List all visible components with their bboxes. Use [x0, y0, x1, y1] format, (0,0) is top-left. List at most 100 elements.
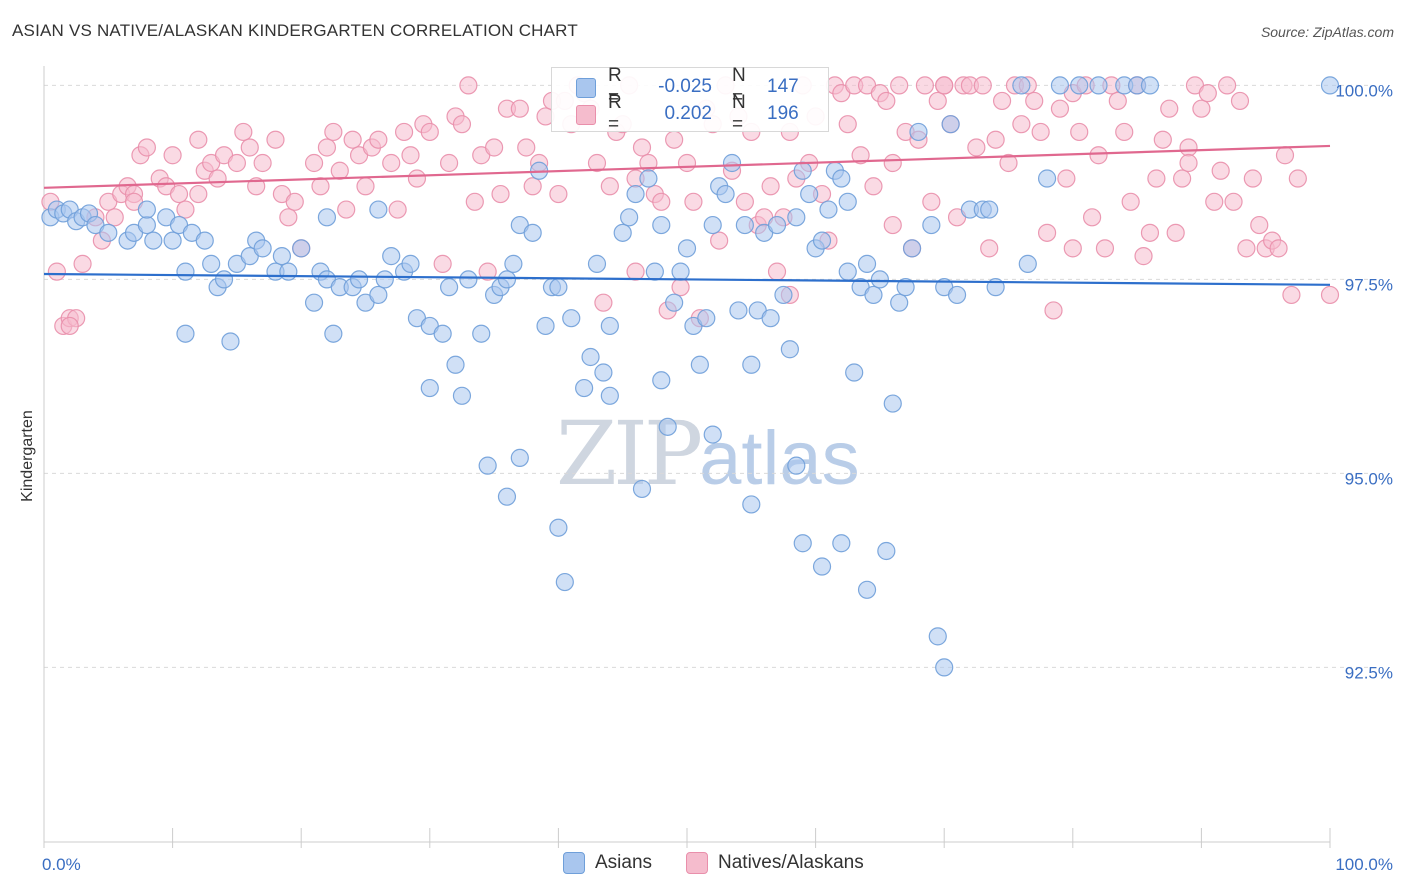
asian-point [279, 262, 298, 281]
asian-point [722, 153, 742, 173]
native-point [967, 138, 986, 157]
native-point [285, 192, 304, 211]
native-point [1134, 247, 1153, 266]
native-point [1288, 169, 1307, 188]
native-point [369, 130, 388, 149]
asian-point [883, 394, 902, 413]
native-point [1025, 91, 1044, 111]
axes [43, 66, 1331, 848]
native-point [684, 192, 703, 211]
asian-point [452, 386, 472, 405]
native-point [1166, 223, 1185, 242]
native-point [60, 316, 79, 336]
stats-legend: R = -0.025 N = 147 R = 0.202 N = 196 [551, 65, 829, 135]
asian-point [1140, 76, 1160, 95]
asian-point [703, 215, 722, 235]
native-point [935, 76, 954, 95]
native-point [394, 122, 414, 142]
asian-point [812, 231, 832, 250]
natives-legend-label: Natives/Alaskans [718, 852, 864, 873]
asian-point [497, 487, 517, 506]
native-point [240, 138, 259, 157]
asian-point [375, 270, 394, 289]
asian-point [600, 316, 619, 336]
native-point [1108, 91, 1127, 111]
native-point [234, 122, 253, 142]
asian-point [1089, 76, 1108, 95]
native-point [208, 169, 227, 188]
native-point [735, 192, 754, 211]
native-point [600, 177, 619, 196]
asian-point [742, 355, 761, 374]
r-label: R = [608, 65, 622, 108]
asian-point [793, 161, 812, 180]
native-point [491, 184, 510, 204]
native-point [452, 115, 472, 134]
asian-point [941, 115, 960, 134]
n-value: 196 [767, 103, 799, 124]
asian-point [369, 285, 388, 305]
native-point [710, 231, 729, 250]
native-point [594, 293, 613, 312]
watermark-part1: ZIP [556, 402, 703, 505]
asian-point [742, 495, 761, 514]
native-point [401, 146, 420, 165]
asian-point [459, 270, 478, 289]
native-point [510, 99, 529, 118]
source-label: Source: ZipAtlas.com [1260, 24, 1394, 40]
native-point [928, 91, 947, 111]
asian-point [446, 355, 465, 374]
asian-point [221, 332, 240, 351]
asian-point [780, 340, 799, 359]
asian-point [594, 363, 613, 382]
x-tick-label-max: 100.0% [1335, 855, 1393, 874]
grid-lines [44, 84, 1370, 668]
native-point [1153, 130, 1172, 149]
asian-point [697, 309, 716, 328]
asian-point [195, 231, 214, 250]
native-point [1044, 301, 1063, 320]
asian-point [658, 417, 677, 436]
asian-point [292, 239, 311, 258]
native-point [1173, 169, 1192, 188]
native-point [169, 184, 189, 204]
asian-point [890, 293, 909, 312]
asian-point [1320, 76, 1340, 95]
native-point [890, 76, 909, 95]
r-value: -0.025 [658, 76, 712, 97]
asian-point [1037, 169, 1057, 188]
native-point [1275, 146, 1295, 165]
native-point [1230, 91, 1250, 111]
native-point [311, 177, 330, 196]
asian-point [774, 285, 793, 305]
legend-item-natives[interactable]: Natives/Alaskans [686, 852, 864, 874]
asian-point [369, 200, 388, 219]
asian-point [832, 534, 851, 553]
asian-point [838, 192, 857, 211]
asian-point [902, 239, 922, 258]
asian-point [1012, 76, 1031, 95]
native-point [1198, 84, 1217, 103]
native-point [1115, 122, 1134, 142]
native-point [1269, 239, 1288, 258]
native-point [883, 215, 902, 235]
native-point [253, 153, 272, 173]
asian-point [202, 254, 221, 273]
y-tick-label: 97.5% [1345, 275, 1393, 294]
asian-point [137, 200, 156, 219]
asian-point [349, 270, 369, 289]
asian-point [600, 386, 619, 405]
n-value: 147 [767, 76, 799, 97]
asian-point [857, 580, 877, 599]
asian-point [613, 223, 632, 242]
native-point [1243, 169, 1262, 188]
native-point [433, 254, 452, 273]
native-point [1082, 208, 1102, 227]
native-point [439, 153, 459, 173]
asian-point [935, 658, 954, 677]
legend-item-asians[interactable]: Asians [563, 852, 652, 874]
asians-swatch [576, 78, 596, 98]
asian-point [819, 200, 838, 219]
asian-point [317, 208, 337, 227]
asian-point [523, 223, 542, 242]
